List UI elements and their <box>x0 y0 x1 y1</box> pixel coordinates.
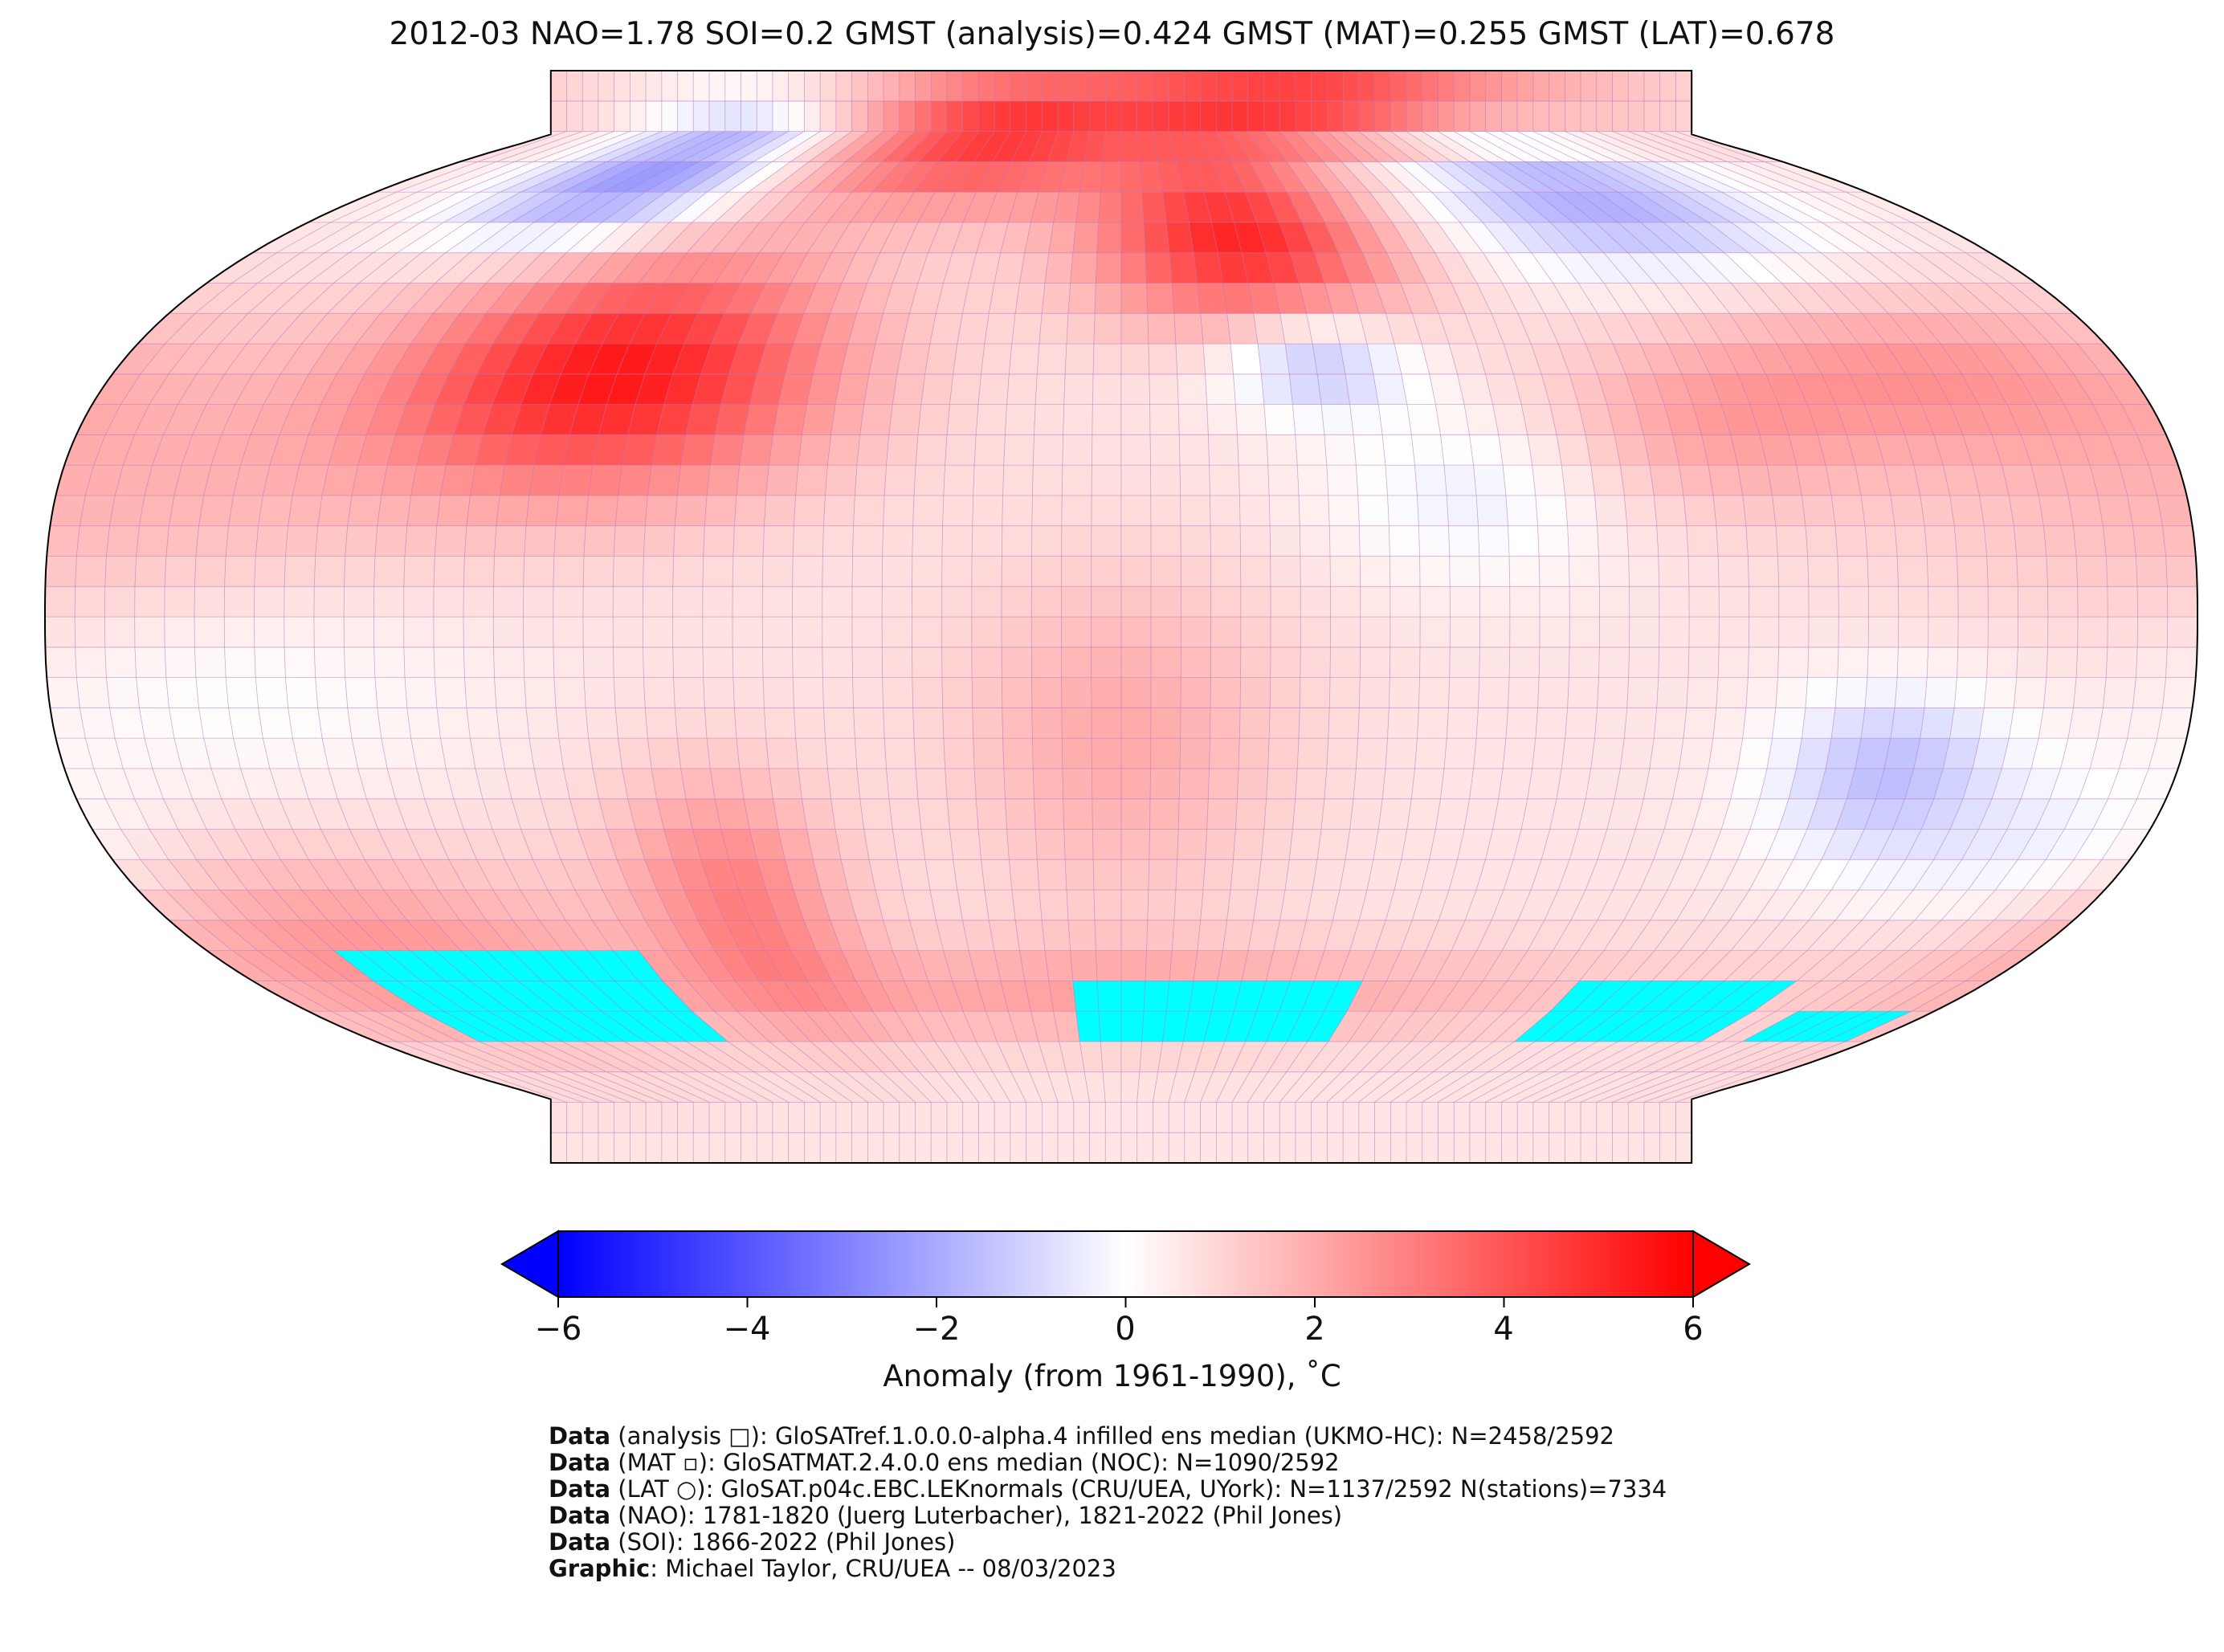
colorbar-label: Anomaly (from 1961-1990), ˚C <box>883 1359 1341 1393</box>
tick-label: −2 <box>912 1311 961 1348</box>
credit-line: Graphic: Michael Taylor, CRU/UEA -- 08/0… <box>549 1555 1116 1582</box>
tick-label: 4 <box>1493 1311 1514 1348</box>
credit-line: Data (analysis □): GloSATref.1.0.0.0-alp… <box>549 1422 1615 1450</box>
colorbar-extend-high <box>1692 1230 1751 1299</box>
map-boundary <box>44 70 2198 1164</box>
colorbar-extend-low <box>500 1230 559 1299</box>
tick-label: −4 <box>723 1311 771 1348</box>
tick-label: 2 <box>1304 1311 1325 1348</box>
credit-line: Data (MAT ▫): GloSATMAT.2.4.0.0 ens medi… <box>549 1449 1340 1476</box>
tick-label: −6 <box>534 1311 582 1348</box>
chart-title: 2012-03 NAO=1.78 SOI=0.2 GMST (analysis)… <box>389 16 1835 52</box>
tick-label: 6 <box>1683 1311 1704 1348</box>
tick-label: 0 <box>1115 1311 1136 1348</box>
credit-line: Data (NAO): 1781-1820 (Juerg Luterbacher… <box>549 1502 1343 1529</box>
data-credits: Data (analysis □): GloSATref.1.0.0.0-alp… <box>549 1423 1667 1582</box>
colorbar-gradient <box>557 1230 1694 1298</box>
credit-line: Data (SOI): 1866-2022 (Phil Jones) <box>549 1528 956 1556</box>
credit-line: Data (LAT ○): GloSAT.p04c.EBC.LEKnormals… <box>549 1475 1667 1503</box>
